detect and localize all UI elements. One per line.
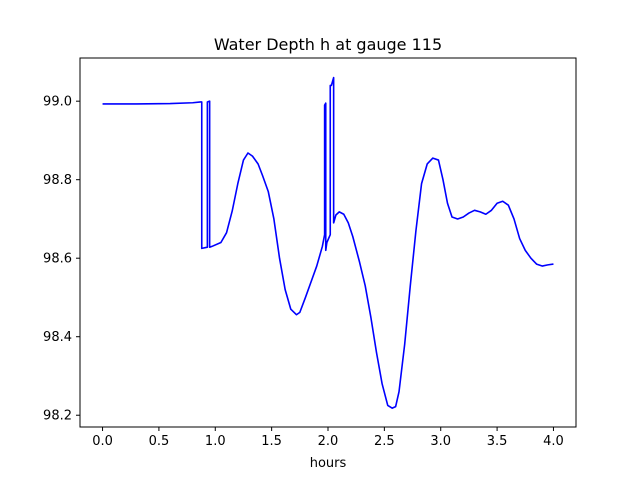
- chart-title: Water Depth h at gauge 115: [214, 35, 442, 54]
- plot-area: [102, 76, 554, 409]
- y-tick-label: 98.6: [43, 252, 72, 267]
- x-axis-ticks: 0.0 0.5 1.0 1.5 2.0 2.5 3.0 3.5 4.0: [92, 427, 564, 449]
- x-tick-label: 3.5: [487, 434, 508, 449]
- x-tick-label: 1.5: [261, 434, 282, 449]
- y-axis-ticks: 98.2 98.4 98.6 98.8 99.0: [43, 95, 80, 424]
- y-tick-label: 99.0: [43, 95, 72, 110]
- x-tick-label: 1.0: [205, 434, 226, 449]
- x-tick-label: 3.0: [430, 434, 451, 449]
- x-axis-label: hours: [310, 456, 347, 471]
- x-tick-label: 2.0: [318, 434, 339, 449]
- y-tick-label: 98.2: [43, 409, 72, 424]
- x-tick-label: 0.5: [149, 434, 170, 449]
- series-line-0: [102, 76, 554, 409]
- axes-frame: [79, 57, 577, 428]
- y-tick-label: 98.8: [43, 173, 72, 188]
- y-tick-label: 98.4: [43, 330, 72, 345]
- x-tick-label: 4.0: [543, 434, 564, 449]
- x-tick-label: 2.5: [374, 434, 395, 449]
- x-tick-label: 0.0: [92, 434, 113, 449]
